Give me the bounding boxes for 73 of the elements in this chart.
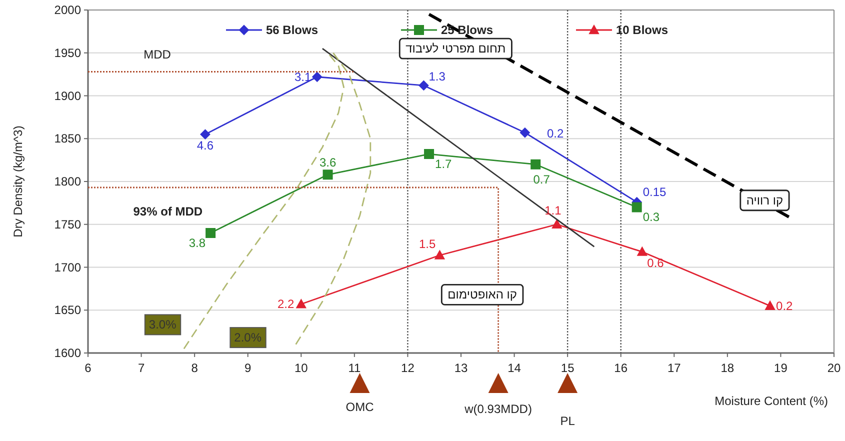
annotation: 3.0% [148,318,177,332]
x-tick-label: 19 [774,361,788,375]
legend-label: 25 Blows [441,23,494,37]
annotation: MDD [144,48,171,62]
annotation: 0.3 [642,210,660,224]
annotation: 1.1 [544,203,562,218]
y-tick-label: 2000 [54,3,82,17]
annotation: 0.6 [647,256,664,270]
x-tick-label: 12 [401,361,415,375]
y-tick-label: 1800 [54,174,82,188]
x-tick-label: 10 [294,361,308,375]
annotation: 3.1 [294,70,312,84]
x-tick-label: 18 [720,361,734,375]
annotation: קו רוויה [746,193,784,208]
point [200,129,210,140]
annotation: קו רוויה [740,190,790,212]
y-tick-label: 1850 [54,132,82,146]
annotation: 1.3 [428,69,446,84]
annotation: תחום מפרטי לעיבוד [406,42,506,56]
annotation: 4.6 [196,138,214,152]
annotation: תחום מפרטי לעיבוד [398,38,512,60]
legend-label: 10 Blows [616,23,668,37]
x-tick-label: 20 [827,361,841,375]
y-tick-label: 1900 [54,88,82,103]
annotation: w(0.93MDD) [464,402,532,416]
annotation: 93% of MDD [133,204,203,218]
annotation: 1.5 [419,237,436,252]
annotation: OMC [346,400,374,414]
point [552,219,562,228]
point [637,246,648,256]
x-tick-label: 17 [667,361,682,375]
x-tick-label: 11 [348,361,361,375]
point [206,228,216,238]
annotation: 3.8 [188,236,206,250]
point [765,300,776,310]
annotation: PL [560,414,575,428]
x-tick-label: 16 [614,361,628,375]
annotation: 3.6 [319,156,336,170]
x-tick-label: 13 [454,361,468,375]
x-axis-title: Moisture Content (%) [714,394,828,408]
x-tick-label: 6 [84,361,92,375]
y-tick-label: 1650 [54,303,82,318]
x-tick-label: 14 [508,361,522,375]
y-axis-title: Dry Density (kg/m^3) [11,126,25,238]
annotation: 2.0% [234,330,262,345]
x-tick-label: 8 [191,361,198,375]
point [434,250,445,260]
point [296,299,306,308]
x-tick-label: 7 [138,361,145,375]
legend-label: 56 Blows [266,23,318,37]
point [632,202,642,212]
annotation: 0.15 [642,185,666,200]
annotation: קו האופטימום [448,288,517,302]
annotation: קו האופטימום [440,284,524,306]
annotation: 0.2 [776,298,793,313]
x-tick-label: 15 [560,361,575,375]
point [530,159,541,170]
annotation: 2.0% [230,327,266,348]
y-tick-label: 1750 [54,217,82,232]
annotation: 1.7 [435,157,452,172]
point [322,170,333,180]
y-tick-label: 1950 [54,46,82,60]
annotation: 0.7 [533,172,550,186]
y-tick-label: 1600 [54,346,82,360]
y-tick-label: 1700 [54,260,82,274]
annotation: 2.2 [277,297,294,312]
point [418,80,429,90]
point [520,128,530,138]
x-tick-label: 9 [244,361,252,375]
annotation: 0.2 [546,126,564,141]
point [312,72,322,82]
annotation: 3.0% [144,314,182,336]
point [424,149,434,160]
